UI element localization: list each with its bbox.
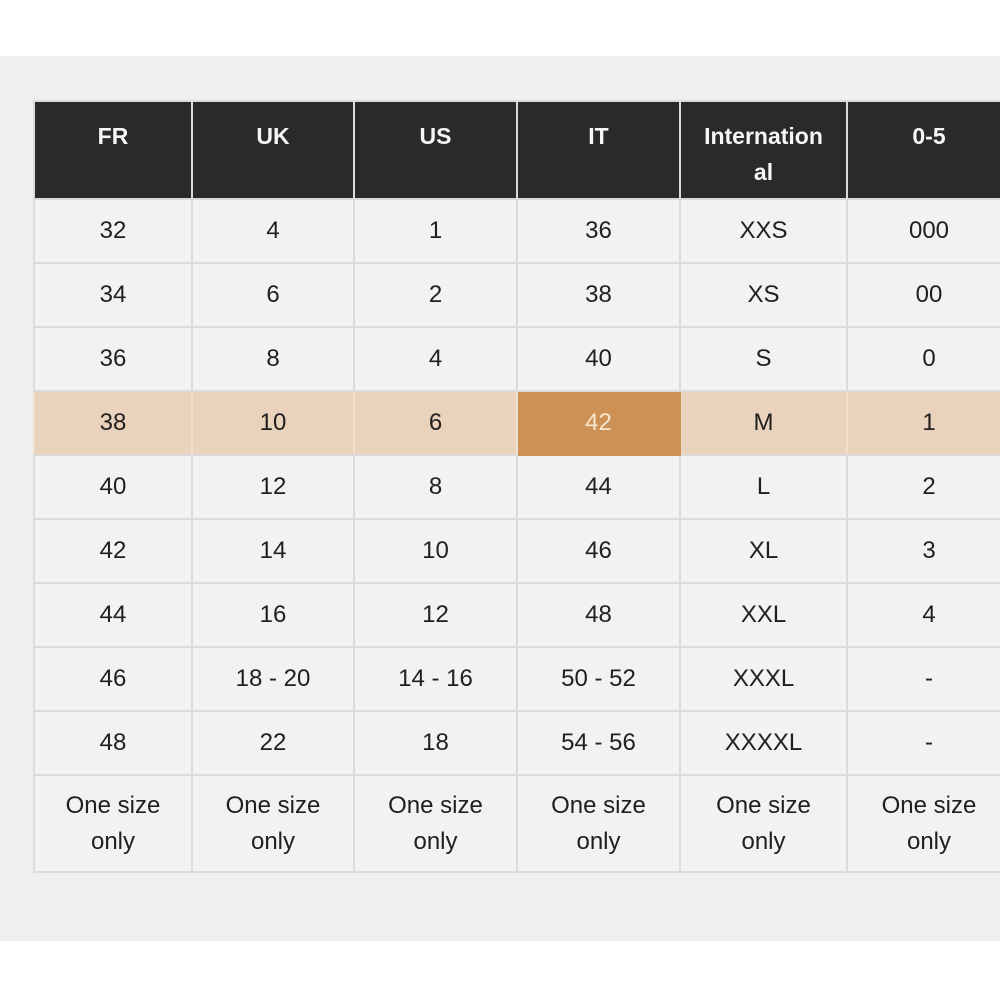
size-cell[interactable]: 36 <box>33 326 193 392</box>
column-header-fr: FR <box>33 100 193 200</box>
header-row: FR UK US IT International 0-5 <box>33 100 1000 200</box>
size-cell[interactable]: 4 <box>846 582 1000 648</box>
table-body: 32 4 1 36 XXS 000 34 6 2 38 XS 00 36 8 4 40 S 0 38 10 6 42 M 1 4… <box>33 198 1000 873</box>
size-cell[interactable]: L <box>679 454 848 520</box>
size-cell[interactable]: 2 <box>846 454 1000 520</box>
size-cell[interactable]: 6 <box>353 390 518 456</box>
table-row: One size only One size only One size only O… <box>33 774 1000 873</box>
size-cell[interactable]: XS <box>679 262 848 328</box>
size-cell[interactable]: 40 <box>33 454 193 520</box>
size-cell[interactable]: 00 <box>846 262 1000 328</box>
size-cell[interactable]: - <box>846 646 1000 712</box>
table-row: 46 18 - 20 14 - 16 50 - 52 XXXL - <box>33 646 1000 712</box>
size-cell[interactable]: 8 <box>191 326 355 392</box>
size-chart-container: FR UK US IT International 0-5 32 4 1 36 XXS 000 34 6… <box>33 100 1000 890</box>
size-cell[interactable]: One size only <box>679 774 848 873</box>
size-cell[interactable]: 18 - 20 <box>191 646 355 712</box>
size-cell[interactable]: 44 <box>516 454 681 520</box>
size-cell[interactable]: XXL <box>679 582 848 648</box>
size-cell[interactable]: 34 <box>33 262 193 328</box>
size-cell[interactable]: One size only <box>191 774 355 873</box>
size-cell[interactable]: 46 <box>33 646 193 712</box>
size-cell[interactable]: 3 <box>846 518 1000 584</box>
size-cell[interactable]: 54 - 56 <box>516 710 681 776</box>
table-row: 34 6 2 38 XS 00 <box>33 262 1000 328</box>
table-row: 44 16 12 48 XXL 4 <box>33 582 1000 648</box>
size-cell[interactable]: 2 <box>353 262 518 328</box>
size-cell[interactable]: 0 <box>846 326 1000 392</box>
size-cell[interactable]: 10 <box>353 518 518 584</box>
size-cell[interactable]: 38 <box>516 262 681 328</box>
size-cell[interactable]: 000 <box>846 198 1000 264</box>
size-cell[interactable]: 48 <box>516 582 681 648</box>
selected-size-cell[interactable]: 42 <box>516 390 681 456</box>
table-row: 32 4 1 36 XXS 000 <box>33 198 1000 264</box>
size-cell[interactable]: 4 <box>353 326 518 392</box>
column-header-0-5: 0-5 <box>846 100 1000 200</box>
size-cell[interactable]: - <box>846 710 1000 776</box>
size-cell[interactable]: One size only <box>353 774 518 873</box>
table-row: 42 14 10 46 XL 3 <box>33 518 1000 584</box>
size-cell[interactable]: 12 <box>191 454 355 520</box>
column-header-it: IT <box>516 100 681 200</box>
table-row: 48 22 18 54 - 56 XXXXL - <box>33 710 1000 776</box>
size-cell[interactable]: M <box>679 390 848 456</box>
size-cell[interactable]: 1 <box>846 390 1000 456</box>
size-cell[interactable]: 22 <box>191 710 355 776</box>
size-cell[interactable]: 46 <box>516 518 681 584</box>
size-cell[interactable]: One size only <box>846 774 1000 873</box>
table-row: 40 12 8 44 L 2 <box>33 454 1000 520</box>
size-cell[interactable]: 8 <box>353 454 518 520</box>
size-conversion-table: FR UK US IT International 0-5 32 4 1 36 XXS 000 34 6… <box>33 100 1000 873</box>
size-cell[interactable]: 16 <box>191 582 355 648</box>
size-cell[interactable]: 6 <box>191 262 355 328</box>
size-cell[interactable]: 44 <box>33 582 193 648</box>
size-cell[interactable]: XXS <box>679 198 848 264</box>
size-cell[interactable]: 36 <box>516 198 681 264</box>
size-cell[interactable]: One size only <box>33 774 193 873</box>
table-row: 36 8 4 40 S 0 <box>33 326 1000 392</box>
column-header-uk: UK <box>191 100 355 200</box>
size-cell[interactable]: 32 <box>33 198 193 264</box>
highlighted-size-row: 38 10 6 42 M 1 <box>33 390 1000 456</box>
column-header-us: US <box>353 100 518 200</box>
size-cell[interactable]: 18 <box>353 710 518 776</box>
size-cell[interactable]: 4 <box>191 198 355 264</box>
size-cell[interactable]: One size only <box>516 774 681 873</box>
content-panel: FR UK US IT International 0-5 32 4 1 36 XXS 000 34 6… <box>0 56 1000 941</box>
size-cell[interactable]: XXXXL <box>679 710 848 776</box>
size-cell[interactable]: 10 <box>191 390 355 456</box>
size-cell[interactable]: 14 <box>191 518 355 584</box>
size-cell[interactable]: 42 <box>33 518 193 584</box>
column-header-international: International <box>679 100 848 200</box>
size-cell[interactable]: S <box>679 326 848 392</box>
size-cell[interactable]: 40 <box>516 326 681 392</box>
size-cell[interactable]: XXXL <box>679 646 848 712</box>
size-cell[interactable]: 50 - 52 <box>516 646 681 712</box>
table-header: FR UK US IT International 0-5 <box>33 100 1000 200</box>
size-cell[interactable]: 48 <box>33 710 193 776</box>
size-cell[interactable]: 14 - 16 <box>353 646 518 712</box>
size-cell[interactable]: 12 <box>353 582 518 648</box>
size-cell[interactable]: XL <box>679 518 848 584</box>
size-cell[interactable]: 38 <box>33 390 193 456</box>
size-cell[interactable]: 1 <box>353 198 518 264</box>
